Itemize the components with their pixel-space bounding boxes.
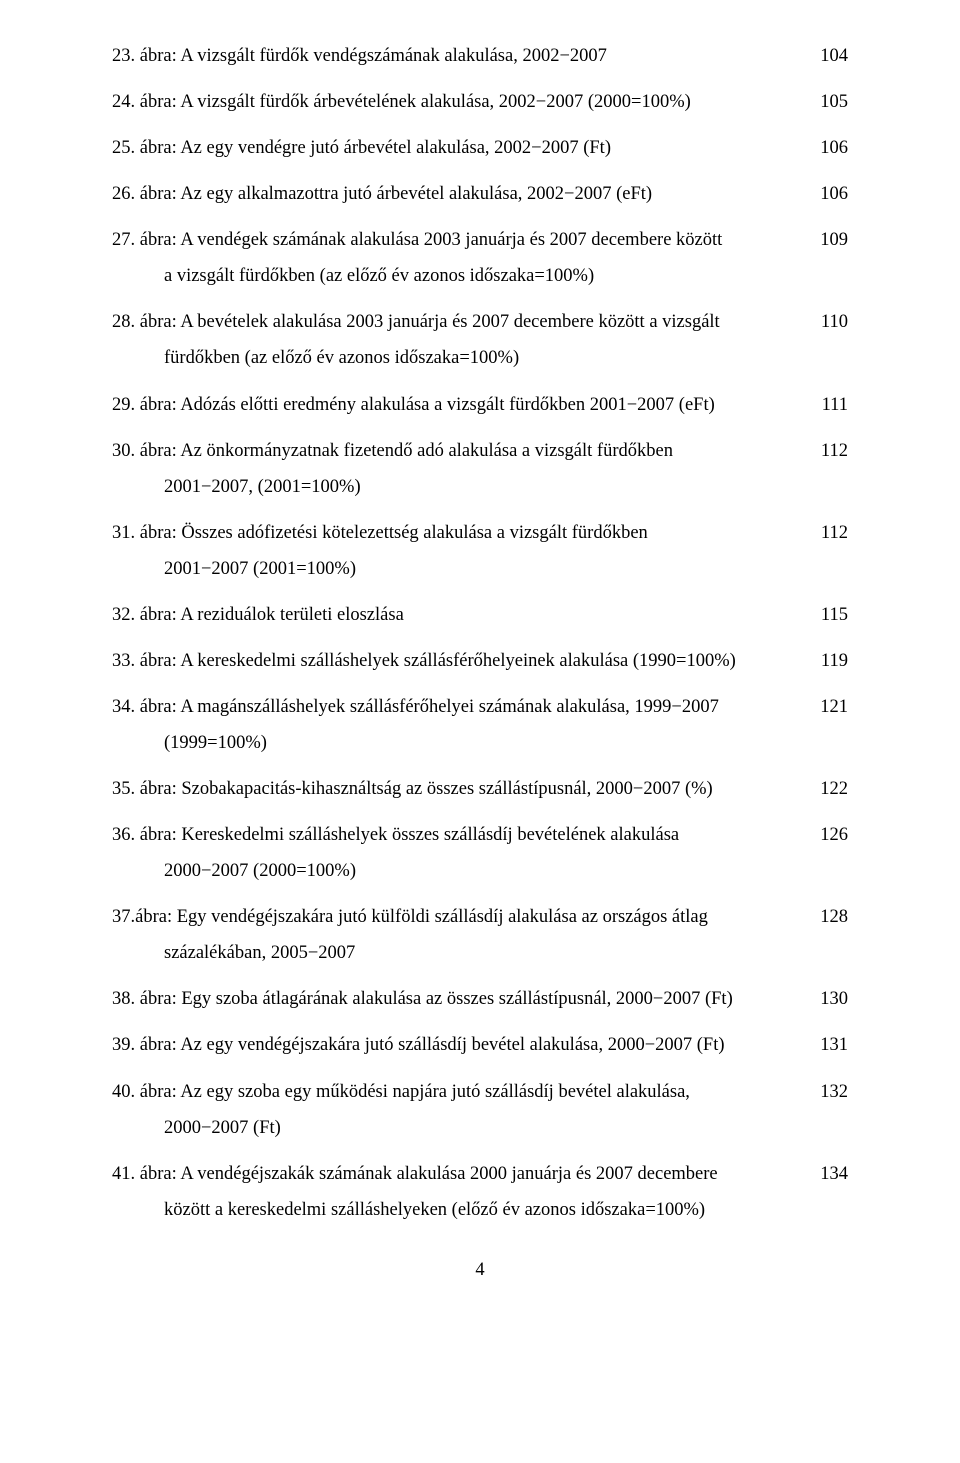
figure-entry-page: 122 — [808, 771, 848, 807]
figure-entry-line1: 31. ábra: Összes adófizetési kötelezetts… — [112, 523, 648, 543]
figure-entry-page: 110 — [808, 304, 848, 340]
figure-entry-line1: 27. ábra: A vendégek számának alakulása … — [112, 230, 722, 250]
figure-entry-line1: 24. ábra: A vizsgált fürdők árbevételéne… — [112, 92, 691, 112]
figure-entry: 37.ábra: Egy vendégéjszakára jutó külföl… — [112, 899, 848, 971]
figure-entry-line1: 37.ábra: Egy vendégéjszakára jutó külföl… — [112, 907, 708, 927]
figure-entry: 25. ábra: Az egy vendégre jutó árbevétel… — [112, 130, 848, 166]
figure-entry-line2: 2001−2007 (2001=100%) — [112, 551, 790, 587]
figure-entry-text: 32. ábra: A reziduálok területi eloszlás… — [112, 597, 808, 633]
figure-entry-page: 130 — [808, 981, 848, 1017]
page-number: 4 — [112, 1252, 848, 1288]
figure-entry-text: 37.ábra: Egy vendégéjszakára jutó külföl… — [112, 899, 808, 971]
figure-entry: 30. ábra: Az önkormányzatnak fizetendő a… — [112, 433, 848, 505]
figure-entry-line1: 25. ábra: Az egy vendégre jutó árbevétel… — [112, 138, 611, 158]
figure-entry-text: 29. ábra: Adózás előtti eredmény alakulá… — [112, 387, 808, 423]
figure-entry: 31. ábra: Összes adófizetési kötelezetts… — [112, 515, 848, 587]
figure-entry-line1: 40. ábra: Az egy szoba egy működési napj… — [112, 1082, 690, 1102]
figure-entry-text: 39. ábra: Az egy vendégéjszakára jutó sz… — [112, 1027, 808, 1063]
figure-entry-text: 34. ábra: A magánszálláshelyek szállásfé… — [112, 689, 808, 761]
figure-entry: 40. ábra: Az egy szoba egy működési napj… — [112, 1074, 848, 1146]
figure-entry-line1: 35. ábra: Szobakapacitás-kihasználtság a… — [112, 779, 713, 799]
figure-entry-text: 38. ábra: Egy szoba átlagárának alakulás… — [112, 981, 808, 1017]
figure-entry-page: 112 — [808, 515, 848, 551]
figure-entry-line1: 30. ábra: Az önkormányzatnak fizetendő a… — [112, 441, 673, 461]
document-page: 23. ábra: A vizsgált fürdők vendégszámán… — [0, 0, 960, 1463]
figure-entry: 34. ábra: A magánszálláshelyek szállásfé… — [112, 689, 848, 761]
figure-entry-line1: 32. ábra: A reziduálok területi eloszlás… — [112, 605, 404, 625]
figure-entry-line1: 41. ábra: A vendégéjszakák számának alak… — [112, 1164, 718, 1184]
figure-entry: 29. ábra: Adózás előtti eredmény alakulá… — [112, 387, 848, 423]
figure-entry-line1: 28. ábra: A bevételek alakulása 2003 jan… — [112, 312, 720, 332]
figure-entry: 36. ábra: Kereskedelmi szálláshelyek öss… — [112, 817, 848, 889]
figure-entry-text: 31. ábra: Összes adófizetési kötelezetts… — [112, 515, 808, 587]
figure-entry-page: 126 — [808, 817, 848, 853]
figure-entry-page: 115 — [808, 597, 848, 633]
figure-entry-text: 26. ábra: Az egy alkalmazottra jutó árbe… — [112, 176, 808, 212]
figure-entry-line2: 2000−2007 (2000=100%) — [112, 853, 790, 889]
figure-entry-page: 121 — [808, 689, 848, 725]
figure-entry-line2: százalékában, 2005−2007 — [112, 935, 790, 971]
figure-entry-text: 40. ábra: Az egy szoba egy működési napj… — [112, 1074, 808, 1146]
figure-entry-page: 128 — [808, 899, 848, 935]
figure-entry: 24. ábra: A vizsgált fürdők árbevételéne… — [112, 84, 848, 120]
figure-entry: 35. ábra: Szobakapacitás-kihasználtság a… — [112, 771, 848, 807]
figure-entry-page: 111 — [808, 387, 848, 423]
figure-entry-page: 134 — [808, 1156, 848, 1192]
figure-entry-text: 25. ábra: Az egy vendégre jutó árbevétel… — [112, 130, 808, 166]
figure-entry-page: 106 — [808, 176, 848, 212]
figure-entry-text: 27. ábra: A vendégek számának alakulása … — [112, 222, 808, 294]
figure-entry-line1: 33. ábra: A kereskedelmi szálláshelyek s… — [112, 651, 736, 671]
figure-entry-line1: 38. ábra: Egy szoba átlagárának alakulás… — [112, 989, 733, 1009]
figure-entry-line2: fürdőkben (az előző év azonos időszaka=1… — [112, 340, 790, 376]
figure-entry-page: 105 — [808, 84, 848, 120]
figure-entry-text: 36. ábra: Kereskedelmi szálláshelyek öss… — [112, 817, 808, 889]
figure-entry-page: 104 — [808, 38, 848, 74]
figure-entry-text: 23. ábra: A vizsgált fürdők vendégszámán… — [112, 38, 808, 74]
figure-entry-text: 35. ábra: Szobakapacitás-kihasználtság a… — [112, 771, 808, 807]
figure-entry-text: 24. ábra: A vizsgált fürdők árbevételéne… — [112, 84, 808, 120]
figure-entry: 23. ábra: A vizsgált fürdők vendégszámán… — [112, 38, 848, 74]
figure-entry-text: 28. ábra: A bevételek alakulása 2003 jan… — [112, 304, 808, 376]
figure-entry: 33. ábra: A kereskedelmi szálláshelyek s… — [112, 643, 848, 679]
figure-entry-line2: a vizsgált fürdőkben (az előző év azonos… — [112, 258, 790, 294]
figure-entry: 27. ábra: A vendégek számának alakulása … — [112, 222, 848, 294]
figure-entry-text: 41. ábra: A vendégéjszakák számának alak… — [112, 1156, 808, 1228]
figure-entry-line1: 39. ábra: Az egy vendégéjszakára jutó sz… — [112, 1035, 725, 1055]
figure-entry-page: 106 — [808, 130, 848, 166]
figure-entry-line2: (1999=100%) — [112, 725, 790, 761]
figure-entry-page: 132 — [808, 1074, 848, 1110]
figure-entry-line1: 29. ábra: Adózás előtti eredmény alakulá… — [112, 395, 715, 415]
figure-list: 23. ábra: A vizsgált fürdők vendégszámán… — [112, 38, 848, 1228]
figure-entry-line1: 34. ábra: A magánszálláshelyek szállásfé… — [112, 697, 719, 717]
figure-entry: 39. ábra: Az egy vendégéjszakára jutó sz… — [112, 1027, 848, 1063]
figure-entry: 41. ábra: A vendégéjszakák számának alak… — [112, 1156, 848, 1228]
figure-entry: 28. ábra: A bevételek alakulása 2003 jan… — [112, 304, 848, 376]
figure-entry-text: 30. ábra: Az önkormányzatnak fizetendő a… — [112, 433, 808, 505]
figure-entry-text: 33. ábra: A kereskedelmi szálláshelyek s… — [112, 643, 808, 679]
figure-entry-line2: között a kereskedelmi szálláshelyeken (e… — [112, 1192, 790, 1228]
figure-entry-line2: 2001−2007, (2001=100%) — [112, 469, 790, 505]
figure-entry-line1: 36. ábra: Kereskedelmi szálláshelyek öss… — [112, 825, 679, 845]
figure-entry-line1: 23. ábra: A vizsgált fürdők vendégszámán… — [112, 46, 607, 66]
figure-entry: 38. ábra: Egy szoba átlagárának alakulás… — [112, 981, 848, 1017]
figure-entry: 26. ábra: Az egy alkalmazottra jutó árbe… — [112, 176, 848, 212]
figure-entry-page: 131 — [808, 1027, 848, 1063]
figure-entry-page: 109 — [808, 222, 848, 258]
figure-entry-line2: 2000−2007 (Ft) — [112, 1110, 790, 1146]
figure-entry: 32. ábra: A reziduálok területi eloszlás… — [112, 597, 848, 633]
figure-entry-line1: 26. ábra: Az egy alkalmazottra jutó árbe… — [112, 184, 652, 204]
figure-entry-page: 112 — [808, 433, 848, 469]
figure-entry-page: 119 — [808, 643, 848, 679]
